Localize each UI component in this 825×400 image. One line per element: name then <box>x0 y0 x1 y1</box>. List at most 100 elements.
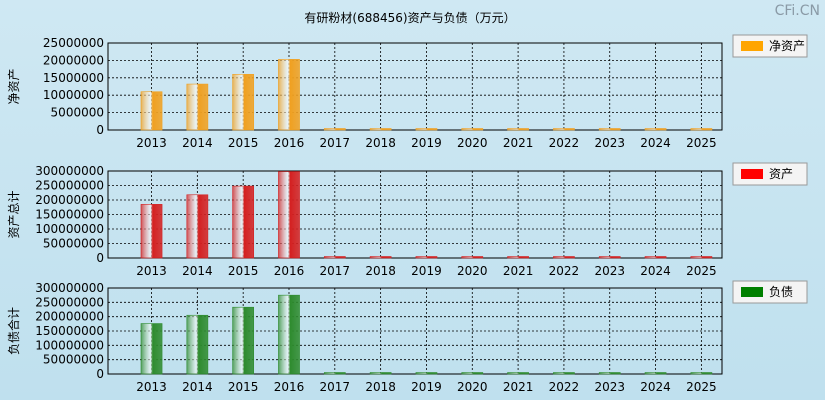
x-tick-label: 2014 <box>182 380 213 394</box>
x-tick-label: 2018 <box>365 136 396 150</box>
y-tick-label: 25000000 <box>43 36 104 50</box>
x-tick-label: 2024 <box>640 264 671 278</box>
y-tick-label: 300000000 <box>35 281 104 295</box>
bar-2021 <box>507 128 529 131</box>
panel-3: 3000000002500000002000000001500000001000… <box>6 280 808 394</box>
bar-2013 <box>140 323 163 375</box>
legend-box <box>732 280 808 304</box>
x-tick-label: 2025 <box>686 136 717 150</box>
bar-2018 <box>369 128 392 131</box>
x-tick-label: 2024 <box>640 380 671 394</box>
y-tick-label: 150000000 <box>35 324 104 338</box>
y-tick-label: 20000000 <box>43 53 104 67</box>
bar-2020 <box>461 128 484 131</box>
bar-2019 <box>415 372 438 375</box>
y-tick-label: 200000000 <box>35 310 104 324</box>
bar-2015 <box>232 306 255 375</box>
legend-box <box>732 34 808 58</box>
bar-2020 <box>461 372 484 375</box>
x-tick-label: 2019 <box>411 136 442 150</box>
x-tick-label: 2016 <box>274 264 305 278</box>
legend: 资产 <box>732 162 808 186</box>
bar-2025 <box>690 128 713 131</box>
legend-swatch <box>741 41 763 51</box>
x-tick-label: 2023 <box>594 264 625 278</box>
bar-2019 <box>415 256 438 259</box>
plot-frame <box>107 42 723 131</box>
x-tick-label: 2013 <box>136 380 167 394</box>
y-tick-label: 15000000 <box>43 71 104 85</box>
x-tick-label: 2013 <box>136 264 167 278</box>
bar-2016 <box>278 171 300 259</box>
bar-2020 <box>461 256 484 259</box>
bar-2017 <box>323 128 346 131</box>
x-tick-label: 2025 <box>686 380 717 394</box>
legend-swatch <box>741 169 763 179</box>
bar-2023 <box>598 256 621 259</box>
x-tick-label: 2014 <box>182 264 213 278</box>
bar-2023 <box>598 128 621 131</box>
x-tick-label: 2024 <box>640 136 671 150</box>
y-tick-label: 100000000 <box>35 222 104 236</box>
bar-2024 <box>644 128 667 131</box>
y-tick-label: 300000000 <box>35 164 104 178</box>
bar-2025 <box>690 256 713 259</box>
bar-2018 <box>369 256 392 259</box>
x-tick-label: 2019 <box>411 380 442 394</box>
y-tick-label: 0 <box>96 367 104 381</box>
x-tick-label: 2022 <box>549 136 580 150</box>
y-tick-label: 10000000 <box>43 88 104 102</box>
legend-label: 资产 <box>769 167 793 181</box>
bar-2022 <box>553 372 575 375</box>
bar-2014 <box>186 83 209 131</box>
x-tick-label: 2020 <box>457 264 488 278</box>
panel-2: 3000000002500000002000000001500000001000… <box>7 162 808 278</box>
bar-2018 <box>369 372 392 375</box>
legend-label: 负债 <box>769 285 793 299</box>
x-tick-label: 2017 <box>320 380 351 394</box>
y-axis-label: 负债合计 <box>6 307 21 355</box>
bar-2015 <box>232 74 255 131</box>
bar-2017 <box>323 372 346 375</box>
x-tick-label: 2022 <box>549 380 580 394</box>
y-tick-label: 50000000 <box>43 237 104 251</box>
x-tick-label: 2015 <box>228 136 259 150</box>
y-tick-label: 50000000 <box>43 353 104 367</box>
y-axis-label: 资产总计 <box>7 190 21 238</box>
x-tick-label: 2021 <box>503 264 534 278</box>
legend-box <box>732 162 808 186</box>
bar-2021 <box>507 256 529 259</box>
bar-2025 <box>690 372 713 375</box>
x-tick-label: 2020 <box>457 380 488 394</box>
bar-2024 <box>644 372 667 375</box>
bar-2016 <box>278 59 300 131</box>
x-tick-label: 2019 <box>411 264 442 278</box>
watermark: CFi.CN <box>775 3 820 19</box>
x-tick-label: 2023 <box>594 136 625 150</box>
x-tick-label: 2021 <box>503 136 534 150</box>
x-tick-label: 2018 <box>365 380 396 394</box>
x-tick-label: 2017 <box>320 264 351 278</box>
bar-2022 <box>553 256 575 259</box>
bar-2013 <box>140 204 163 259</box>
panel-1: 25000000 20000000 15000000 10000000 5000000 0… <box>7 34 808 150</box>
legend: 负债 <box>732 280 808 304</box>
bar-2014 <box>186 314 209 375</box>
bar-2024 <box>644 256 667 259</box>
y-tick-label: 0 <box>96 251 104 265</box>
legend-swatch <box>741 287 763 297</box>
y-axis-label: 净资产 <box>7 68 21 104</box>
y-tick-label: 0 <box>96 123 104 137</box>
x-tick-label: 2016 <box>274 380 305 394</box>
bar-2022 <box>553 128 575 131</box>
x-tick-label: 2023 <box>594 380 625 394</box>
y-tick-label: 250000000 <box>35 179 104 193</box>
x-tick-label: 2017 <box>320 136 351 150</box>
x-tick-label: 2018 <box>365 264 396 278</box>
x-tick-label: 2016 <box>274 136 305 150</box>
x-tick-label: 2015 <box>228 380 259 394</box>
bar-2021 <box>507 372 529 375</box>
bar-2017 <box>323 256 346 259</box>
x-tick-label: 2015 <box>228 264 259 278</box>
